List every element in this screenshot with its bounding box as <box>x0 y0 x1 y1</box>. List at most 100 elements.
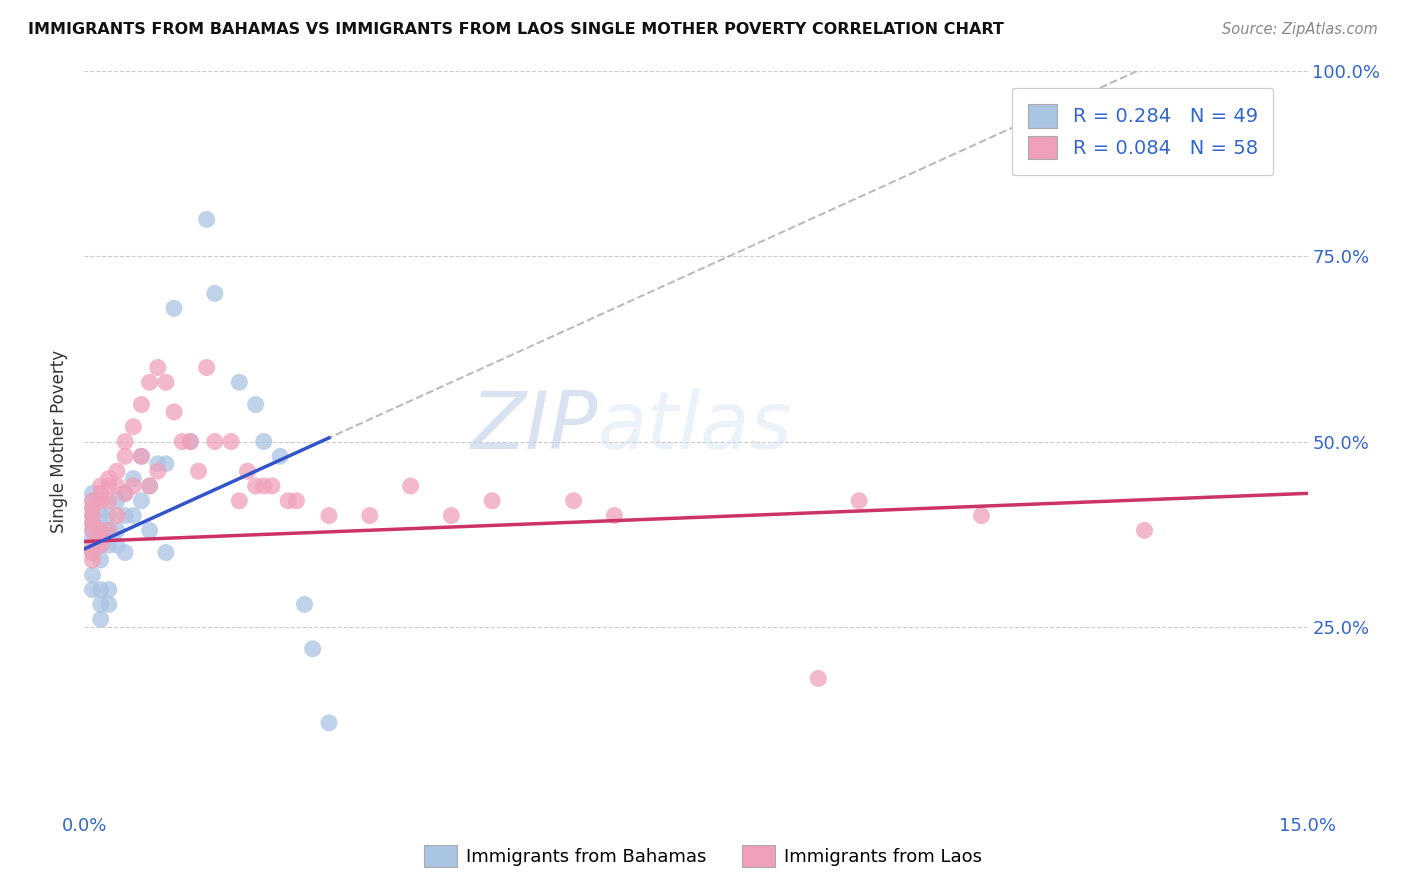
Point <box>114 486 136 500</box>
Point <box>195 212 218 227</box>
Point <box>97 471 120 485</box>
Point <box>105 524 128 538</box>
Point <box>146 464 169 478</box>
Point <box>90 524 112 538</box>
Point <box>172 434 194 449</box>
Point <box>105 493 128 508</box>
Point <box>105 464 128 478</box>
Point <box>97 598 120 612</box>
Point <box>131 450 153 464</box>
Point <box>122 471 145 485</box>
Point <box>90 598 112 612</box>
Point <box>82 567 104 582</box>
Point <box>245 479 267 493</box>
Point <box>138 479 160 493</box>
Point <box>155 546 177 560</box>
Point <box>131 493 153 508</box>
Point <box>179 434 201 449</box>
Point <box>82 493 104 508</box>
Point <box>179 434 201 449</box>
Point <box>82 553 104 567</box>
Point <box>90 538 112 552</box>
Point <box>90 493 112 508</box>
Point <box>105 538 128 552</box>
Point <box>848 493 870 508</box>
Point <box>146 457 169 471</box>
Point <box>82 538 104 552</box>
Point <box>155 376 177 390</box>
Point <box>90 524 112 538</box>
Point <box>228 493 250 508</box>
Point <box>138 524 160 538</box>
Point <box>90 582 112 597</box>
Point <box>253 434 276 449</box>
Point <box>146 360 169 375</box>
Point <box>97 508 120 523</box>
Point <box>204 434 226 449</box>
Point <box>260 479 283 493</box>
Point <box>318 715 340 730</box>
Point <box>236 464 259 478</box>
Point <box>82 524 104 538</box>
Point <box>82 493 104 508</box>
Point <box>114 434 136 449</box>
Point <box>807 672 830 686</box>
Point <box>359 508 381 523</box>
Point <box>562 493 585 508</box>
Point <box>603 508 626 523</box>
Point <box>163 301 186 316</box>
Point <box>82 531 104 545</box>
Point <box>90 612 112 626</box>
Point <box>97 538 120 552</box>
Point <box>277 493 299 508</box>
Point <box>1133 524 1156 538</box>
Point <box>82 501 104 516</box>
Point <box>131 398 153 412</box>
Point <box>187 464 209 478</box>
Point <box>253 479 276 493</box>
Point <box>970 508 993 523</box>
Point <box>122 508 145 523</box>
Point <box>82 508 104 523</box>
Point <box>82 486 104 500</box>
Legend: Immigrants from Bahamas, Immigrants from Laos: Immigrants from Bahamas, Immigrants from… <box>418 838 988 874</box>
Point <box>90 479 112 493</box>
Point <box>90 493 112 508</box>
Point <box>82 546 104 560</box>
Point <box>294 598 316 612</box>
Point <box>440 508 463 523</box>
Point <box>82 582 104 597</box>
Point <box>122 419 145 434</box>
Y-axis label: Single Mother Poverty: Single Mother Poverty <box>51 350 69 533</box>
Point <box>131 450 153 464</box>
Point <box>82 516 104 530</box>
Point <box>90 538 112 552</box>
Point <box>90 508 112 523</box>
Point <box>82 546 104 560</box>
Point <box>163 405 186 419</box>
Text: Source: ZipAtlas.com: Source: ZipAtlas.com <box>1222 22 1378 37</box>
Point <box>301 641 323 656</box>
Point <box>138 376 160 390</box>
Point <box>399 479 422 493</box>
Point <box>105 479 128 493</box>
Point <box>228 376 250 390</box>
Point <box>155 457 177 471</box>
Text: ZIP: ZIP <box>471 388 598 466</box>
Point <box>114 508 136 523</box>
Point <box>245 398 267 412</box>
Point <box>269 450 291 464</box>
Point <box>114 450 136 464</box>
Point <box>97 479 120 493</box>
Point <box>219 434 242 449</box>
Point <box>285 493 308 508</box>
Text: atlas: atlas <box>598 388 793 466</box>
Point <box>90 531 112 545</box>
Text: IMMIGRANTS FROM BAHAMAS VS IMMIGRANTS FROM LAOS SINGLE MOTHER POVERTY CORRELATIO: IMMIGRANTS FROM BAHAMAS VS IMMIGRANTS FR… <box>28 22 1004 37</box>
Point <box>82 524 104 538</box>
Point <box>138 479 160 493</box>
Point <box>97 524 120 538</box>
Legend: R = 0.284   N = 49, R = 0.084   N = 58: R = 0.284 N = 49, R = 0.084 N = 58 <box>1012 88 1274 175</box>
Point <box>90 486 112 500</box>
Point <box>97 582 120 597</box>
